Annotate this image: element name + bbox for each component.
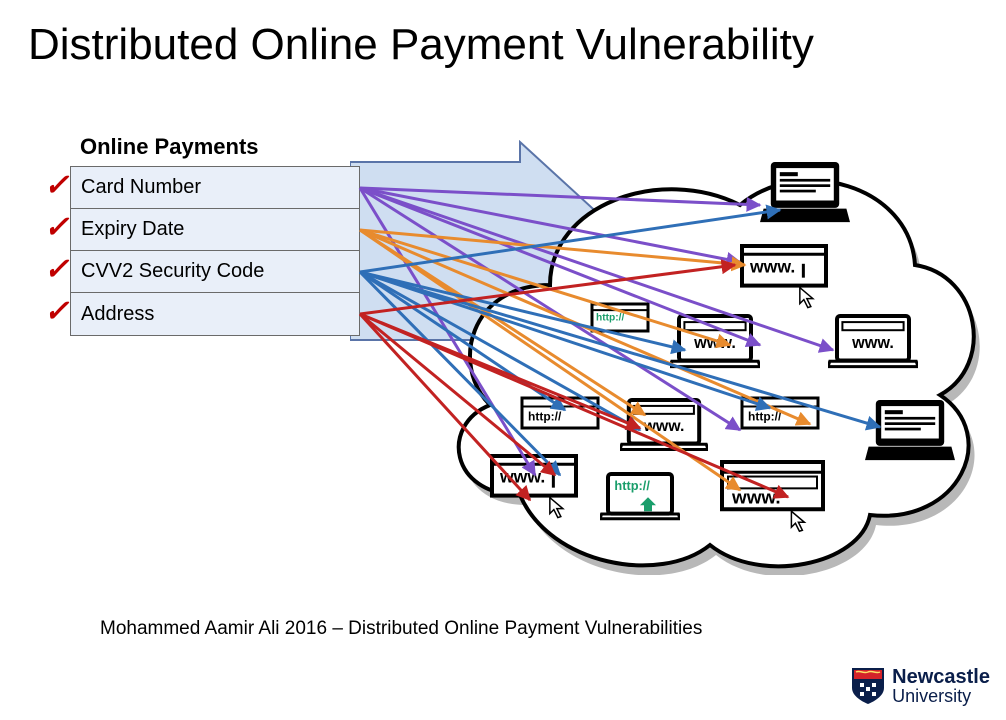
device-laptop_www: www. xyxy=(620,398,708,478)
device-laptop_www: www. xyxy=(828,314,918,396)
field-label: Expiry Date xyxy=(81,218,184,241)
device-browser_green: http:// xyxy=(590,302,650,361)
field-label: CVV2 Security Code xyxy=(81,260,264,283)
device-laptop_www: www. xyxy=(670,314,760,396)
slide-title: Distributed Online Payment Vulnerability xyxy=(28,20,814,70)
field-address: Address xyxy=(71,293,359,335)
checkmark-icon: ✓ xyxy=(44,252,69,287)
device-laptop xyxy=(760,160,850,242)
device-browser_small: http:// xyxy=(740,396,820,470)
field-expiry-date: Expiry Date xyxy=(71,209,359,251)
field-cvv2: CVV2 Security Code xyxy=(71,251,359,293)
checkmark-icon: ✓ xyxy=(44,210,69,245)
field-label: Address xyxy=(81,303,154,326)
device-browser_big: www. xyxy=(720,460,825,553)
svg-text:http://: http:// xyxy=(748,410,782,424)
field-card-number: Card Number xyxy=(71,167,359,209)
svg-text:www.: www. xyxy=(851,334,894,352)
checkmark-icon: ✓ xyxy=(44,294,69,329)
svg-text:http://: http:// xyxy=(528,410,562,424)
svg-text:www.: www. xyxy=(749,257,795,277)
payment-fields-box: Card Number Expiry Date CVV2 Security Co… xyxy=(70,166,360,336)
svg-text:www.: www. xyxy=(499,467,545,487)
shield-icon xyxy=(850,666,886,706)
device-laptop xyxy=(865,398,955,480)
checkmark-icon: ✓ xyxy=(44,168,69,203)
svg-text:www.: www. xyxy=(731,487,781,508)
university-logo: Newcastle University xyxy=(850,666,990,706)
svg-text:http://: http:// xyxy=(614,478,650,493)
university-name-sub: University xyxy=(892,687,990,705)
citation-text: Mohammed Aamir Ali 2016 – Distributed On… xyxy=(100,618,702,640)
section-subtitle: Online Payments xyxy=(80,134,259,160)
svg-text:http://: http:// xyxy=(596,312,624,323)
device-laptop_http_green: http:// xyxy=(600,472,680,546)
svg-text:www.: www. xyxy=(643,418,685,435)
device-browser: www. xyxy=(740,244,828,324)
svg-text:www.: www. xyxy=(693,334,736,352)
field-label: Card Number xyxy=(81,176,201,199)
university-name: Newcastle University xyxy=(892,667,990,705)
device-browser: www. xyxy=(490,454,578,534)
university-name-main: Newcastle xyxy=(892,667,990,687)
